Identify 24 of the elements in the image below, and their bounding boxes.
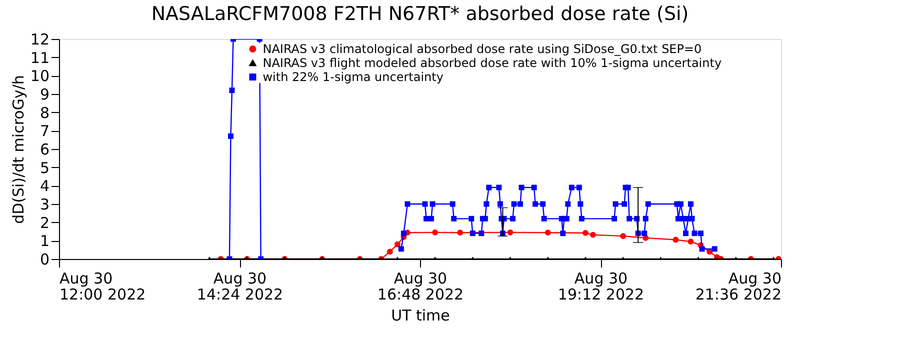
legend-label: with 22% 1-sigma uncertainty [262, 70, 444, 84]
y-tick-label: 11 [30, 48, 50, 67]
legend-label: NAIRAS v3 climatological absorbed dose rate using SiDose_G0.txt SEP=0 [262, 42, 702, 56]
x-tick-label: Aug 30 21:36 2022 [695, 270, 782, 304]
x-tick-label: Aug 30 14:24 2022 [196, 270, 284, 304]
y-tick-label: 2 [40, 214, 50, 232]
chart-title: NASALaRCFM7008 F2TH N67RT* absorbed dose rate (Si) [151, 3, 689, 25]
y-tick-label: 5 [40, 158, 50, 177]
y-tick-label: 3 [40, 196, 50, 214]
y-tick-label: 7 [40, 122, 50, 140]
y-tick-label: 12 [30, 30, 50, 48]
y-axis-title: dD(Si)/dt microGy/h [9, 75, 28, 224]
y-tick-label: 9 [40, 86, 50, 104]
y-tick-label: 1 [40, 232, 50, 250]
legend-label: NAIRAS v3 flight modeled absorbed dose rate with 10% 1-sigma uncertainty [262, 56, 722, 70]
y-tick-label: 4 [40, 177, 50, 196]
y-tick-label: 8 [40, 104, 50, 122]
y-tick-label: 6 [40, 140, 50, 158]
x-tick-label: Aug 30 16:48 2022 [377, 270, 464, 304]
x-tick-label: Aug 30 12:00 2022 [60, 270, 146, 304]
y-tick-label: 0 [40, 250, 50, 268]
y-tick-label: 10 [30, 67, 50, 86]
x-axis-title: UT time [391, 306, 450, 324]
x-tick-label: Aug 30 19:12 2022 [558, 270, 644, 304]
